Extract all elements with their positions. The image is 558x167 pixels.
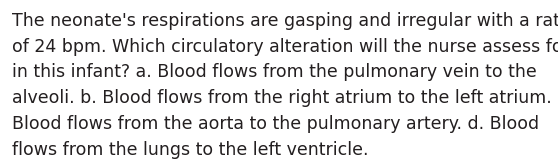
Text: Blood flows from the aorta to the pulmonary artery. d. Blood: Blood flows from the aorta to the pulmon… xyxy=(12,115,540,133)
Text: flows from the lungs to the left ventricle.: flows from the lungs to the left ventric… xyxy=(12,141,369,159)
Text: The neonate's respirations are gasping and irregular with a rate: The neonate's respirations are gasping a… xyxy=(12,12,558,30)
Text: alveoli. b. Blood flows from the right atrium to the left atrium. c.: alveoli. b. Blood flows from the right a… xyxy=(12,89,558,107)
Text: of 24 bpm. Which circulatory alteration will the nurse assess for: of 24 bpm. Which circulatory alteration … xyxy=(12,38,558,56)
Text: in this infant? a. Blood flows from the pulmonary vein to the: in this infant? a. Blood flows from the … xyxy=(12,63,537,81)
